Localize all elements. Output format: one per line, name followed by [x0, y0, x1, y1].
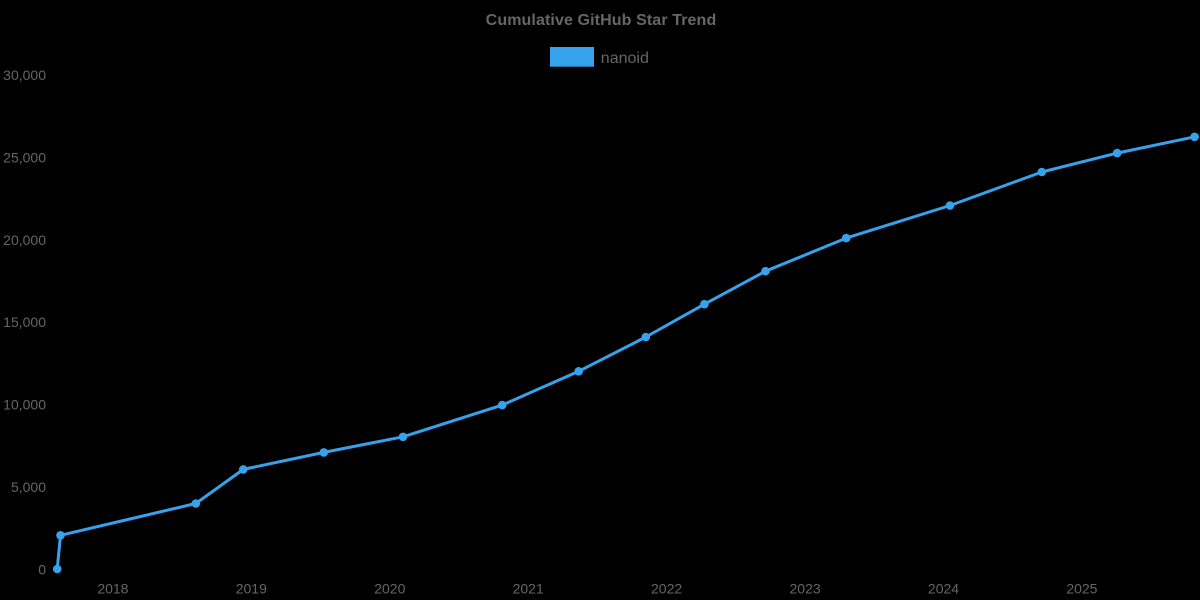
svg-text:2025: 2025: [1066, 581, 1097, 597]
svg-text:0: 0: [38, 561, 46, 577]
svg-text:nanoid: nanoid: [601, 50, 649, 67]
svg-text:25,000: 25,000: [3, 149, 46, 165]
svg-text:Cumulative GitHub Star Trend: Cumulative GitHub Star Trend: [486, 12, 717, 29]
svg-text:2024: 2024: [928, 581, 959, 597]
svg-text:2020: 2020: [374, 581, 405, 597]
svg-text:30,000: 30,000: [3, 67, 46, 83]
svg-text:2023: 2023: [790, 581, 821, 597]
svg-text:20,000: 20,000: [3, 232, 46, 248]
svg-text:15,000: 15,000: [3, 314, 46, 330]
svg-text:2018: 2018: [97, 581, 128, 597]
svg-text:2022: 2022: [651, 581, 682, 597]
svg-text:2019: 2019: [236, 581, 267, 597]
svg-text:10,000: 10,000: [3, 397, 46, 413]
svg-text:5,000: 5,000: [11, 479, 46, 495]
svg-text:2021: 2021: [513, 581, 544, 597]
